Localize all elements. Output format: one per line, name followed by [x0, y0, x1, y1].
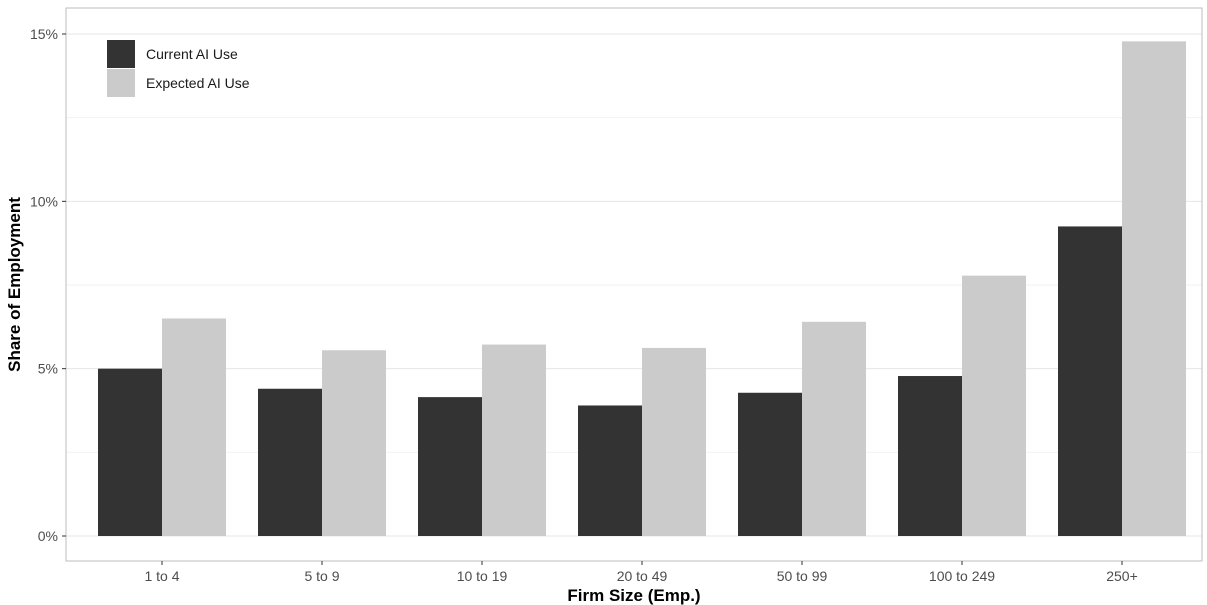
- bar-current-ai-use: [738, 392, 802, 536]
- x-tick-label: 10 to 19: [457, 568, 508, 584]
- bar-expected-ai-use: [962, 275, 1026, 536]
- x-axis-ticks: 1 to 4 5 to 9 10 to 19 20 to 49 50 to 99 100 …: [144, 561, 1138, 584]
- legend-key: [107, 40, 135, 68]
- x-tick-label: 100 to 249: [929, 568, 995, 584]
- bars: [98, 41, 1186, 536]
- bar-current-ai-use: [578, 405, 642, 536]
- bar-expected-ai-use: [482, 344, 546, 536]
- minor-gridlines: [66, 117, 1202, 453]
- bar-current-ai-use: [418, 397, 482, 536]
- y-axis-ticks: 0% 5% 10% 15%: [30, 26, 66, 544]
- legend-label: Expected AI Use: [146, 75, 250, 91]
- bar-current-ai-use: [98, 368, 162, 536]
- legend: Current AI Use Expected AI Use: [107, 40, 250, 97]
- y-tick-label: 0%: [38, 528, 58, 544]
- bar-expected-ai-use: [802, 321, 866, 536]
- x-tick-label: 250+: [1106, 568, 1138, 584]
- y-tick-label: 15%: [30, 26, 58, 42]
- x-tick-label: 50 to 99: [777, 568, 828, 584]
- legend-key: [107, 69, 135, 97]
- bar-expected-ai-use: [1122, 41, 1186, 536]
- legend-label: Current AI Use: [146, 46, 238, 62]
- y-axis-title: Share of Employment: [5, 197, 24, 372]
- bar-current-ai-use: [1058, 226, 1122, 536]
- x-tick-label: 5 to 9: [304, 568, 339, 584]
- y-tick-label: 5%: [38, 361, 58, 377]
- x-axis-title: Firm Size (Emp.): [567, 586, 700, 605]
- x-tick-label: 1 to 4: [144, 568, 179, 584]
- x-tick-label: 20 to 49: [617, 568, 668, 584]
- bar-current-ai-use: [898, 376, 962, 536]
- y-tick-label: 10%: [30, 193, 58, 209]
- bar-current-ai-use: [258, 388, 322, 536]
- panel-border: [65, 7, 1203, 562]
- bar-expected-ai-use: [642, 347, 706, 536]
- bar-expected-ai-use: [162, 318, 226, 536]
- bar-expected-ai-use: [322, 350, 386, 536]
